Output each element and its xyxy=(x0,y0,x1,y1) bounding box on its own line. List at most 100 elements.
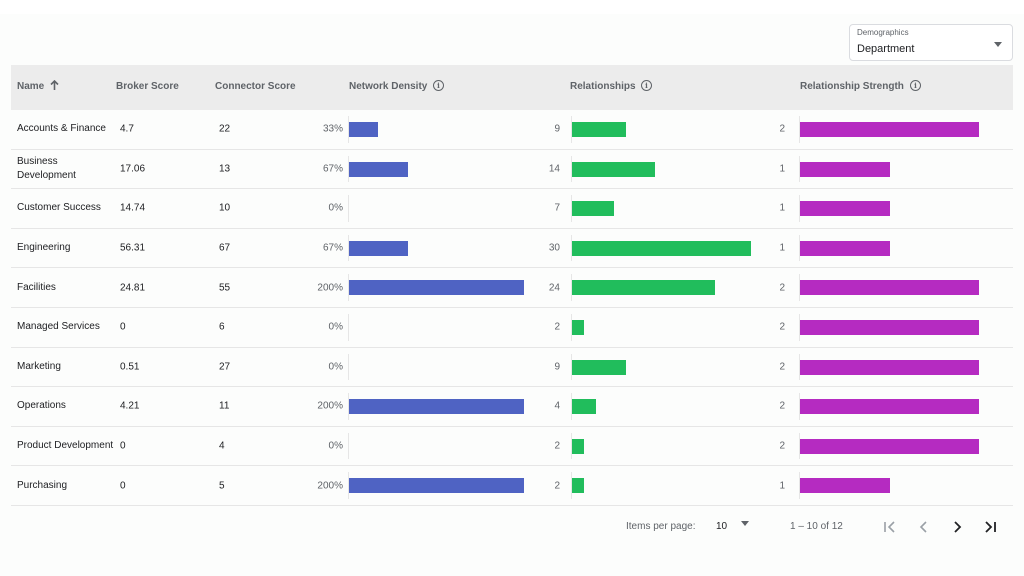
network-density-value: 0% xyxy=(328,361,343,373)
relationship-strength-value: 2 xyxy=(779,361,785,373)
relationship-strength-bar xyxy=(800,438,979,454)
demographics-select[interactable]: Demographics Department xyxy=(849,24,1013,61)
relationship-strength-value: 2 xyxy=(779,400,785,412)
network-density-value: 67% xyxy=(322,242,343,254)
table-row[interactable]: Purchasing 0 5 200% 2 1 xyxy=(11,466,1013,506)
relationship-strength-bar xyxy=(800,319,979,335)
cell-broker-score: 0 xyxy=(120,480,126,492)
table-row[interactable]: Facilities 24.81 55 200% 24 2 xyxy=(11,268,1013,308)
relationship-strength-value: 2 xyxy=(779,123,785,135)
relationship-strength-bar xyxy=(800,161,890,177)
relationship-strength-divider xyxy=(799,195,800,222)
network-density-bar xyxy=(349,399,524,415)
relationships-bar xyxy=(572,201,614,217)
table-row[interactable]: Operations 4.21 11 200% 4 2 xyxy=(11,387,1013,427)
cell-name: Business Development xyxy=(17,155,76,181)
network-density-divider xyxy=(348,274,349,301)
relationships-divider xyxy=(571,116,572,143)
network-density-value: 0% xyxy=(328,321,343,333)
header-relationships[interactable]: Relationships xyxy=(570,81,636,92)
cell-broker-score: 4.7 xyxy=(120,123,134,135)
network-density-value: 200% xyxy=(317,400,343,412)
relationships-bar xyxy=(572,359,626,375)
header-broker-score[interactable]: Broker Score xyxy=(116,81,179,92)
cell-name: Engineering xyxy=(17,242,71,254)
network-density-value: 67% xyxy=(322,163,343,175)
relationships-divider xyxy=(571,313,572,341)
network-density-divider xyxy=(348,353,349,381)
relationship-strength-bar xyxy=(800,122,979,137)
relationship-strength-bar xyxy=(800,359,979,375)
department-table: Name Broker Score Connector Score Networ… xyxy=(11,65,1013,506)
cell-name: Customer Success xyxy=(17,202,101,214)
relationships-bar xyxy=(572,319,584,335)
relationships-bar xyxy=(572,399,596,415)
relationship-strength-divider xyxy=(799,116,800,143)
relationship-strength-value: 1 xyxy=(779,202,785,214)
header-network-density[interactable]: Network Density xyxy=(349,81,428,92)
relationships-bar xyxy=(572,280,715,296)
relationships-divider xyxy=(571,155,572,183)
items-per-page-label: Items per page: xyxy=(626,521,696,532)
relationships-value: 2 xyxy=(554,440,560,452)
cell-broker-score: 0 xyxy=(120,440,126,452)
table-row[interactable]: Product Development 0 4 0% 2 2 xyxy=(11,427,1013,467)
header-relationship-strength[interactable]: Relationship Strength xyxy=(800,81,904,92)
cell-connector-score: 11 xyxy=(219,400,230,412)
network-density-value: 0% xyxy=(328,440,343,452)
network-density-divider xyxy=(348,472,349,499)
cell-broker-score: 4.21 xyxy=(120,400,140,412)
cell-name: Facilities xyxy=(17,281,56,293)
relationship-strength-bar xyxy=(800,280,979,296)
table-row[interactable]: Customer Success 14.74 10 0% 7 1 xyxy=(11,189,1013,229)
info-icon[interactable]: i xyxy=(433,80,444,91)
caret-down-icon xyxy=(994,42,1002,47)
table-row[interactable]: Accounts & Finance 4.7 22 33% 9 2 xyxy=(11,110,1013,150)
cell-connector-score: 4 xyxy=(219,440,225,452)
relationship-strength-bar xyxy=(800,240,890,256)
header-name[interactable]: Name xyxy=(17,81,45,92)
relationships-divider xyxy=(571,472,572,499)
cell-name: Product Development xyxy=(17,440,114,452)
page-range: 1 – 10 of 12 xyxy=(790,521,843,532)
relationships-value: 9 xyxy=(554,123,560,135)
table-body: Accounts & Finance 4.7 22 33% 9 2 Business Dev… xyxy=(11,110,1013,506)
relationship-strength-divider xyxy=(799,234,800,262)
relationship-strength-divider xyxy=(799,393,800,420)
table-row[interactable]: Marketing 0.51 27 0% 9 2 xyxy=(11,348,1013,388)
table-row[interactable]: Engineering 56.31 67 67% 30 1 xyxy=(11,229,1013,269)
info-icon[interactable]: i xyxy=(910,80,921,91)
header-connector-score[interactable]: Connector Score xyxy=(215,81,296,92)
network-density-bar xyxy=(349,122,378,137)
info-icon[interactable]: i xyxy=(641,80,652,91)
relationship-strength-value: 2 xyxy=(779,440,785,452)
cell-broker-score: 24.81 xyxy=(120,282,146,294)
network-density-value: 200% xyxy=(317,480,343,492)
relationships-value: 4 xyxy=(554,400,560,412)
last-page-icon[interactable] xyxy=(982,519,998,535)
cell-name: Operations xyxy=(17,400,66,412)
caret-down-icon[interactable] xyxy=(741,521,749,526)
first-page-icon[interactable] xyxy=(882,519,898,535)
cell-connector-score: 55 xyxy=(219,282,231,294)
next-page-icon[interactable] xyxy=(949,519,965,535)
page-size-select[interactable]: 10 xyxy=(716,521,728,532)
relationships-bar xyxy=(572,161,656,177)
cell-name: Marketing xyxy=(17,360,61,372)
table-row[interactable]: Business Development 17.06 13 67% 14 1 xyxy=(11,150,1013,190)
previous-page-icon[interactable] xyxy=(916,519,932,535)
sort-arrow-up-icon[interactable] xyxy=(50,80,59,91)
network-density-divider xyxy=(348,313,349,341)
table-row[interactable]: Managed Services 0 6 0% 2 2 xyxy=(11,308,1013,348)
cell-connector-score: 22 xyxy=(219,123,231,135)
relationships-value: 2 xyxy=(554,321,560,333)
network-density-divider xyxy=(348,195,349,222)
relationship-strength-bar xyxy=(800,478,890,494)
demographics-label: Demographics xyxy=(857,28,909,37)
table-header: Name Broker Score Connector Score Networ… xyxy=(11,65,1013,110)
relationships-bar xyxy=(572,478,584,494)
relationship-strength-value: 2 xyxy=(779,321,785,333)
relationship-strength-divider xyxy=(799,432,800,460)
cell-name: Purchasing xyxy=(17,479,68,491)
cell-broker-score: 0.51 xyxy=(120,361,140,373)
